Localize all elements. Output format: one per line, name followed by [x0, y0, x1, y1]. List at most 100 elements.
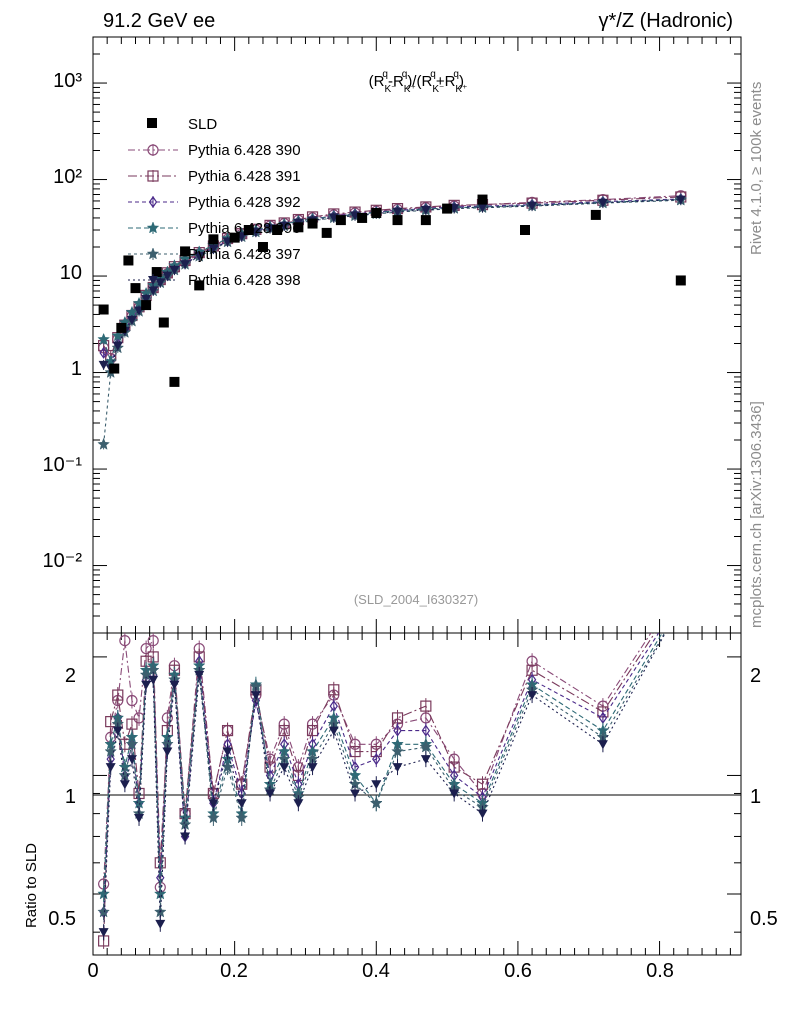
- observable-title-minus: -R: [388, 73, 404, 90]
- x-tick-labels: 0 0.2 0.4 0.6 0.8: [87, 960, 673, 982]
- data-point: [109, 363, 120, 374]
- data-point: [392, 215, 403, 226]
- legend-marker-s397: [146, 247, 160, 260]
- ratio-point-s390: [147, 635, 159, 647]
- ratio-point-s398: [119, 780, 130, 790]
- ratio-tick-1-right: 1: [750, 786, 761, 808]
- ratio-tick-2-right: 2: [750, 665, 761, 687]
- main-series-group: [97, 190, 688, 450]
- series-point-s398: [477, 203, 488, 213]
- series-point-s398: [169, 265, 180, 275]
- ratio-point-s398: [350, 789, 361, 799]
- data-point: [141, 300, 152, 311]
- data-point: [116, 322, 127, 333]
- legend-marker-s396: [146, 221, 160, 234]
- y-tick-1e2: 10²: [53, 166, 82, 188]
- legend-marker-data: [147, 118, 157, 128]
- ratio-point-s398: [134, 813, 145, 823]
- ratio-point-s398: [420, 755, 431, 765]
- data-point: [293, 222, 304, 233]
- ratio-point-s391: [112, 689, 124, 701]
- observable-title-plus: +R: [436, 73, 456, 90]
- data-point: [229, 232, 240, 243]
- ratio-point-s398: [307, 763, 318, 773]
- ratio-point-s398: [112, 726, 123, 736]
- data-point: [442, 203, 453, 214]
- legend-marker-s392: [148, 195, 158, 209]
- ratio-point-s398: [293, 799, 304, 809]
- legend-label-s398: Pythia 6.428 398: [188, 272, 301, 289]
- data-point: [194, 280, 205, 291]
- y-tick-1e3: 10³: [53, 70, 82, 92]
- legend-label-data: SLD: [188, 116, 217, 133]
- data-point: [158, 317, 169, 328]
- data-point: [272, 225, 283, 236]
- data-point: [123, 255, 134, 266]
- data-point: [130, 283, 141, 294]
- ratio-point-s391: [349, 745, 361, 758]
- ratio-point-s392: [421, 724, 431, 737]
- ratio-point-s397: [178, 818, 192, 831]
- observable-title: (RK⁻q-RK⁺q)/(RK⁻q+RK⁺q): [369, 69, 468, 95]
- ratio-point-s398: [676, 602, 686, 611]
- legend-label-s391: Pythia 6.428 391: [188, 168, 301, 185]
- observable-title-mid: )/(R: [407, 73, 432, 90]
- ratio-point-s398: [371, 780, 382, 790]
- x-tick-04: 0.4: [362, 960, 390, 982]
- ratio-point-s398: [250, 691, 261, 701]
- ratio-point-s398: [208, 799, 219, 809]
- ratio-point-s397: [391, 744, 404, 757]
- data-point: [151, 267, 162, 278]
- ratio-point-s392: [251, 694, 261, 707]
- ratio-point-s398: [169, 680, 180, 690]
- ratio-plot-frame: [92, 632, 742, 956]
- series-point-s398: [527, 201, 538, 211]
- series-point-s398: [194, 251, 205, 261]
- mcplots-reference-label: mcplots.cern.ch [arXiv:1306.3436]: [748, 401, 765, 628]
- series-point-s398: [675, 195, 686, 205]
- ratio-point-s398: [222, 747, 233, 757]
- rivet-version-label: Rivet 4.1.0, ≥ 100k events: [748, 82, 765, 255]
- y-tick-1e-1: 10⁻¹: [43, 454, 83, 476]
- series-point-s398: [98, 360, 109, 370]
- ratio-point-s396: [97, 887, 110, 900]
- data-point: [420, 215, 431, 226]
- data-point: [477, 194, 488, 205]
- process-energy-label: 91.2 GeV ee: [103, 10, 215, 32]
- ratio-tick-2-left: 2: [65, 665, 76, 687]
- ratio-point-s398: [265, 789, 276, 799]
- ratio-point-s397: [97, 905, 110, 918]
- ratio-point-s398: [126, 755, 137, 765]
- series-layer: [97, 190, 688, 949]
- legend-label-s390: Pythia 6.428 390: [188, 142, 301, 159]
- ratio-point-s391: [328, 684, 340, 696]
- ratio-point-s397: [419, 740, 433, 753]
- data-point: [243, 225, 254, 236]
- observable-title-close: ): [459, 73, 464, 90]
- data-point: [321, 227, 332, 238]
- data-point: [371, 208, 382, 219]
- legend-label-s392: Pythia 6.428 392: [188, 194, 301, 211]
- ratio-tick-05-right: 0.5: [750, 908, 778, 930]
- ratio-point-s398: [392, 763, 403, 773]
- main-y-tick-labels: 10⁻² 10⁻¹ 1 10 10² 10³: [43, 70, 83, 572]
- ratio-point-s397: [125, 737, 139, 750]
- data-point: [208, 234, 219, 245]
- observable-title-sub3: K⁻: [432, 84, 444, 95]
- ratio-point-s391: [306, 724, 319, 737]
- ratio-y-tick-labels: 2 1 0.5 2 1 0.5: [48, 665, 778, 930]
- series-point-s398: [208, 244, 219, 254]
- legend-series: [128, 144, 178, 286]
- legend-label-s397: Pythia 6.428 397: [188, 246, 301, 263]
- observable-title-sub1: K⁻: [384, 84, 396, 95]
- ratio-line-s396: [103, 633, 663, 895]
- ratio-point-s398: [449, 789, 460, 799]
- axis-ticks: [92, 36, 741, 955]
- ratio-point-s398: [477, 809, 488, 819]
- y-tick-1: 1: [71, 358, 82, 380]
- y-tick-10: 10: [60, 262, 82, 284]
- observable-title-sub2: K⁺: [404, 84, 416, 95]
- x-tick-0: 0: [87, 960, 98, 982]
- series-point-s397: [97, 437, 110, 450]
